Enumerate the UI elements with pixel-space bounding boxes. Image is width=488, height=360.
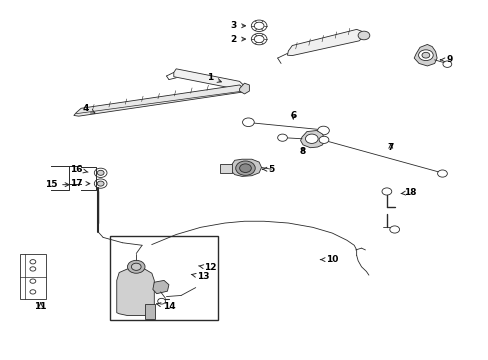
Circle shape [97, 181, 104, 186]
Text: 17: 17 [70, 179, 90, 188]
Circle shape [421, 52, 429, 58]
Text: 12: 12 [198, 264, 216, 273]
Circle shape [239, 164, 251, 172]
Polygon shape [229, 159, 261, 176]
Circle shape [94, 179, 107, 188]
Circle shape [251, 33, 266, 45]
Circle shape [254, 22, 264, 30]
Circle shape [30, 290, 36, 294]
Text: 18: 18 [400, 188, 416, 197]
Polygon shape [239, 83, 249, 94]
Text: 16: 16 [70, 165, 88, 174]
Circle shape [235, 161, 255, 175]
Text: 9: 9 [440, 55, 451, 64]
Circle shape [97, 170, 104, 175]
Circle shape [30, 260, 36, 264]
Circle shape [317, 126, 329, 135]
Bar [144, 305, 155, 319]
Circle shape [254, 36, 264, 42]
Polygon shape [153, 280, 168, 294]
Text: 1: 1 [207, 73, 221, 82]
Circle shape [242, 118, 254, 127]
Polygon shape [300, 131, 325, 148]
Circle shape [94, 168, 107, 177]
Text: 11: 11 [34, 302, 47, 311]
Circle shape [381, 188, 391, 195]
Text: 4: 4 [82, 104, 95, 113]
Polygon shape [173, 69, 244, 90]
Circle shape [442, 61, 451, 67]
Text: 5: 5 [262, 165, 274, 174]
Polygon shape [287, 30, 363, 55]
FancyBboxPatch shape [110, 235, 217, 320]
Circle shape [30, 267, 36, 271]
Circle shape [158, 298, 165, 304]
Bar [20, 254, 45, 299]
Circle shape [251, 20, 266, 32]
Circle shape [437, 170, 447, 177]
Circle shape [277, 134, 287, 141]
Circle shape [131, 263, 141, 270]
Text: 13: 13 [191, 272, 209, 281]
Circle shape [319, 136, 328, 143]
Text: 3: 3 [230, 21, 245, 30]
Polygon shape [74, 85, 243, 116]
Circle shape [127, 260, 145, 273]
Text: 10: 10 [320, 255, 338, 264]
Polygon shape [413, 44, 436, 66]
Text: 14: 14 [156, 302, 175, 311]
Text: 8: 8 [299, 147, 305, 156]
Text: 2: 2 [230, 35, 245, 44]
Circle shape [357, 31, 369, 40]
Circle shape [305, 134, 318, 143]
Circle shape [389, 226, 399, 233]
Circle shape [30, 279, 36, 283]
Bar [220, 164, 232, 173]
Text: 6: 6 [289, 111, 296, 120]
Polygon shape [117, 269, 154, 316]
Circle shape [418, 50, 432, 60]
Text: 15: 15 [44, 180, 69, 189]
Text: 7: 7 [387, 143, 393, 152]
